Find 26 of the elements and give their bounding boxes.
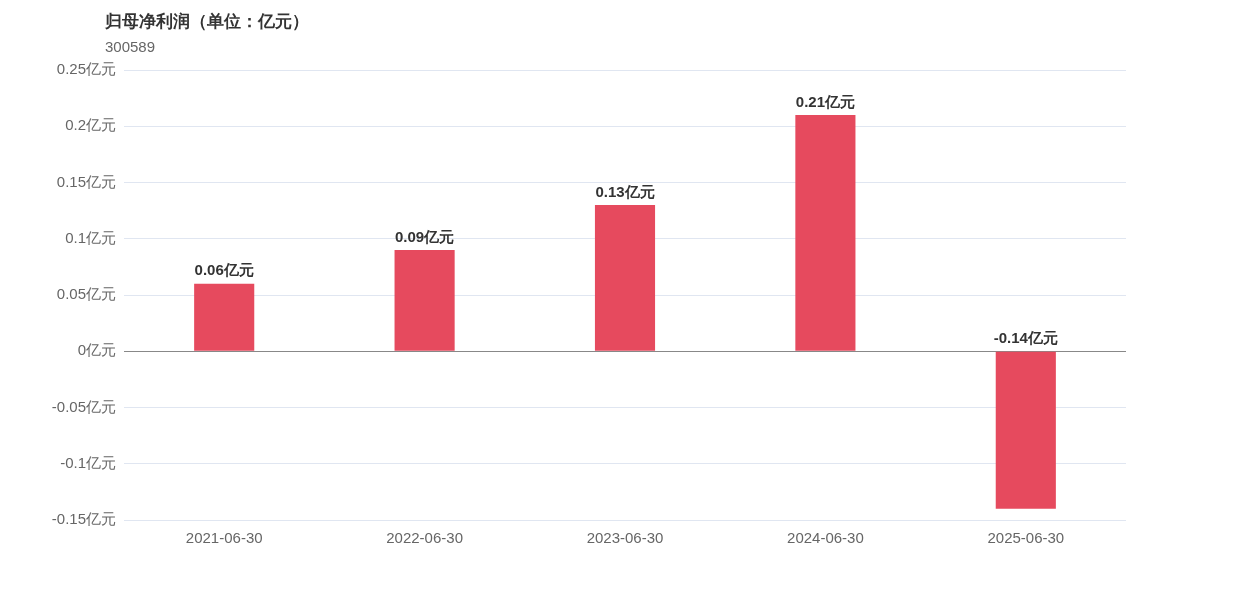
- y-tick-label: 0亿元: [77, 341, 116, 359]
- data-label: -0.14亿元: [993, 329, 1058, 347]
- data-label: 0.09亿元: [395, 227, 455, 245]
- data-label: 0.21亿元: [795, 92, 855, 110]
- y-tick-label: 0.05亿元: [56, 285, 116, 303]
- y-tick-label: -0.15亿元: [51, 510, 116, 528]
- data-label: 0.13亿元: [595, 182, 655, 200]
- bar: [594, 205, 656, 351]
- x-tick-label: 2025-06-30: [987, 529, 1065, 547]
- x-tick-label: 2024-06-30: [787, 529, 864, 547]
- chart-subtitle: 300589: [105, 38, 156, 55]
- y-tick-label: -0.1亿元: [60, 453, 116, 471]
- x-tick-label: 2021-06-30: [185, 529, 263, 547]
- bar: [795, 115, 856, 351]
- y-tick-label: -0.05亿元: [51, 397, 116, 415]
- y-tick-label: 0.2亿元: [65, 116, 116, 134]
- bar: [394, 250, 455, 351]
- y-tick-label: 0.15亿元: [56, 172, 116, 190]
- bar: [194, 283, 255, 351]
- data-label: 0.06亿元: [194, 261, 254, 279]
- x-tick-label: 2023-06-30: [586, 529, 664, 547]
- x-tick-label: 2022-06-30: [386, 529, 463, 547]
- bar: [995, 351, 1056, 509]
- y-tick-label: 0.25亿元: [56, 60, 116, 78]
- chart-title: 归母净利润（单位：亿元）: [105, 11, 309, 33]
- y-tick-label: 0.1亿元: [65, 228, 116, 246]
